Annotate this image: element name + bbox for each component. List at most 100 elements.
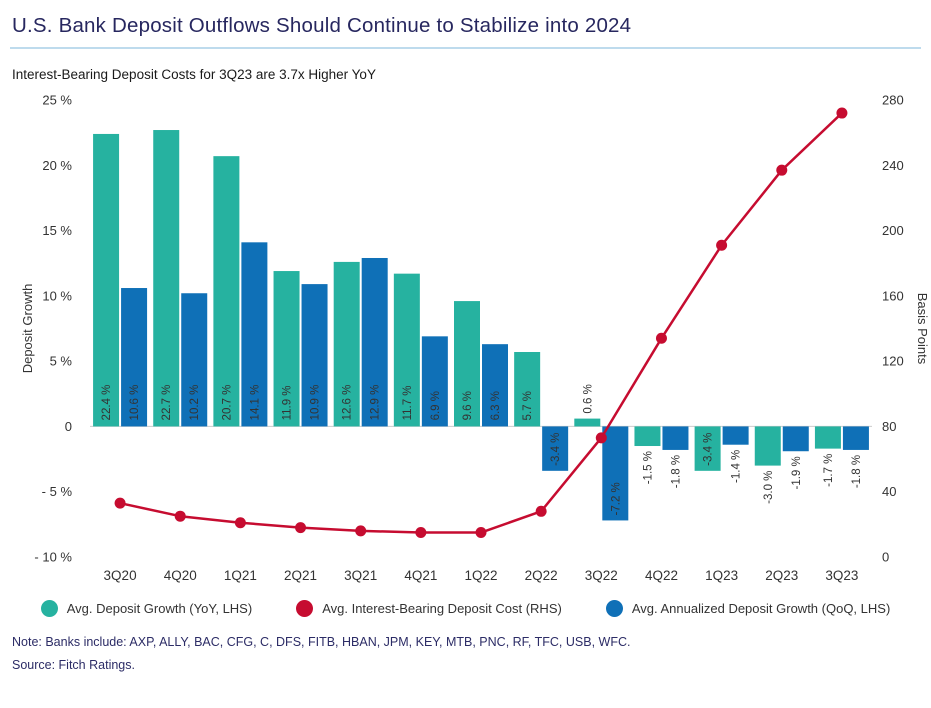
bar-value-label: -1.8 %	[851, 455, 863, 488]
bar-value-label: 14.1 %	[249, 385, 261, 421]
chart-source: Source: Fitch Ratings.	[12, 657, 135, 672]
bar-yoy-4Q20	[153, 130, 180, 427]
left-axis-tick: 25 %	[42, 93, 72, 108]
bar-yoy-3Q22	[574, 418, 601, 427]
left-axis-tick: 0	[65, 419, 72, 434]
bar-value-label: -1.4 %	[731, 450, 743, 483]
line-point-4Q21	[415, 527, 427, 539]
line-point-1Q23	[716, 239, 728, 251]
line-point-2Q21	[295, 522, 307, 534]
left-axis-title: Deposit Growth	[20, 284, 35, 374]
bar-value-label: -1.8 %	[670, 455, 682, 488]
bar-yoy-3Q23	[814, 426, 841, 449]
x-axis-label-1Q21: 1Q21	[224, 568, 257, 583]
bar-value-label: 12.6 %	[342, 385, 354, 421]
legend-marker-blue-circle	[605, 600, 623, 617]
bar-value-label: 6.9 %	[430, 391, 442, 420]
bar-qoq-1Q23	[722, 426, 749, 445]
bar-qoq-3Q23	[842, 426, 869, 450]
bar-qoq-4Q22	[662, 426, 689, 450]
left-axis-tick: 10 %	[42, 288, 72, 303]
bar-value-label: -3.0 %	[763, 471, 775, 504]
x-axis-label-3Q21: 3Q21	[344, 568, 377, 583]
legend-item-annualized-deposit-growth: Avg. Annualized Deposit Growth (QoQ, LHS…	[605, 600, 891, 617]
bar-qoq-3Q22	[602, 426, 629, 521]
bar-qoq-4Q21	[421, 336, 448, 427]
bar-value-label: 9.6 %	[462, 391, 474, 420]
bar-value-label: -3.4 %	[550, 433, 562, 466]
bar-value-label: -1.7 %	[823, 454, 835, 487]
x-axis-label-3Q22: 3Q22	[585, 568, 618, 583]
legend-item-interest-bearing-cost: Avg. Interest-Bearing Deposit Cost (RHS)	[296, 600, 562, 617]
bar-yoy-1Q22	[454, 301, 480, 427]
right-axis-tick: 200	[882, 223, 904, 238]
bar-yoy-3Q21	[333, 261, 360, 427]
page-title: U.S. Bank Deposit Outflows Should Contin…	[12, 14, 632, 37]
chart-footnotes: Note: Banks include: AXP, ALLY, BAC, CFG…	[12, 631, 921, 676]
bar-yoy-4Q21	[393, 273, 420, 427]
x-axis-label-3Q23: 3Q23	[825, 568, 858, 583]
x-axis-label-2Q23: 2Q23	[765, 568, 798, 583]
bar-yoy-3Q20	[93, 133, 120, 427]
bar-value-label: 11.7 %	[402, 385, 414, 420]
line-point-1Q21	[234, 517, 246, 529]
right-axis-title: Basis Points	[915, 293, 930, 365]
bar-yoy-1Q21	[213, 156, 240, 427]
chart-legend: Avg. Deposit Growth (YoY, LHS) Avg. Inte…	[10, 600, 921, 617]
bar-qoq-3Q21	[361, 257, 388, 427]
bar-value-label: 22.4 %	[101, 385, 113, 421]
line-point-4Q22	[655, 332, 667, 344]
line-point-3Q23	[836, 107, 848, 119]
x-axis-label-2Q21: 2Q21	[284, 568, 317, 583]
bar-value-label: -1.9 %	[791, 456, 803, 489]
legend-marker-teal-circle	[40, 600, 58, 617]
right-axis-tick: 0	[882, 550, 889, 565]
line-point-3Q22	[595, 432, 607, 444]
bar-qoq-2Q21	[301, 284, 328, 427]
left-axis-tick: 15 %	[42, 223, 72, 238]
bar-value-label: 20.7 %	[221, 385, 233, 421]
bar-qoq-1Q21	[241, 242, 268, 427]
legend-label-deposit-growth-yoy: Avg. Deposit Growth (YoY, LHS)	[66, 601, 253, 616]
bar-yoy-1Q23	[694, 426, 721, 471]
right-axis-tick: 280	[882, 93, 904, 108]
title-divider	[10, 47, 921, 49]
line-point-2Q23	[776, 164, 788, 176]
line-point-3Q20	[114, 497, 126, 509]
bar-yoy-4Q22	[634, 426, 661, 447]
right-axis-tick: 80	[882, 419, 896, 434]
bar-value-label: 10.9 %	[310, 385, 322, 421]
line-point-2Q22	[535, 505, 547, 517]
bar-value-label: -1.5 %	[642, 451, 654, 484]
x-axis-label-2Q22: 2Q22	[525, 568, 558, 583]
right-axis-tick: 160	[882, 288, 904, 303]
bar-value-label: 12.9 %	[370, 385, 382, 421]
legend-label-annualized-deposit-growth: Avg. Annualized Deposit Growth (QoQ, LHS…	[631, 601, 891, 616]
bar-yoy-2Q22	[514, 352, 541, 427]
bar-qoq-3Q20	[121, 288, 148, 427]
legend-item-deposit-growth-yoy: Avg. Deposit Growth (YoY, LHS)	[40, 600, 253, 617]
bar-value-label: 10.2 %	[189, 385, 201, 421]
bar-value-label: -7.2 %	[610, 482, 622, 515]
left-axis-tick: - 10 %	[34, 550, 72, 565]
x-axis-label-1Q22: 1Q22	[464, 568, 497, 583]
x-axis-label-1Q23: 1Q23	[705, 568, 738, 583]
line-point-3Q21	[355, 525, 367, 537]
combo-chart: 25 % 20 % 15 % 10 % 5 % 0 - 5 % - 10 % 280 240 200…	[20, 93, 930, 584]
bar-value-label: 0.6 %	[582, 384, 594, 413]
bar-value-label: 10.6 %	[129, 385, 141, 421]
bar-qoq-2Q23	[782, 426, 809, 452]
right-axis-tick: 40	[882, 484, 896, 499]
right-axis-tick: 120	[882, 354, 904, 369]
bar-yoy-2Q21	[273, 271, 300, 427]
x-axis-label-3Q20: 3Q20	[104, 568, 137, 583]
left-axis-tick: 5 %	[50, 354, 73, 369]
line-point-4Q20	[174, 510, 186, 522]
left-axis-tick: 20 %	[42, 158, 72, 173]
x-axis-label-4Q21: 4Q21	[404, 568, 437, 583]
bar-value-label: -3.4 %	[703, 433, 715, 466]
right-axis-tick: 240	[882, 158, 904, 173]
bar-value-label: 6.3 %	[490, 391, 502, 420]
chart-subtitle: Interest-Bearing Deposit Costs for 3Q23 …	[12, 67, 376, 82]
